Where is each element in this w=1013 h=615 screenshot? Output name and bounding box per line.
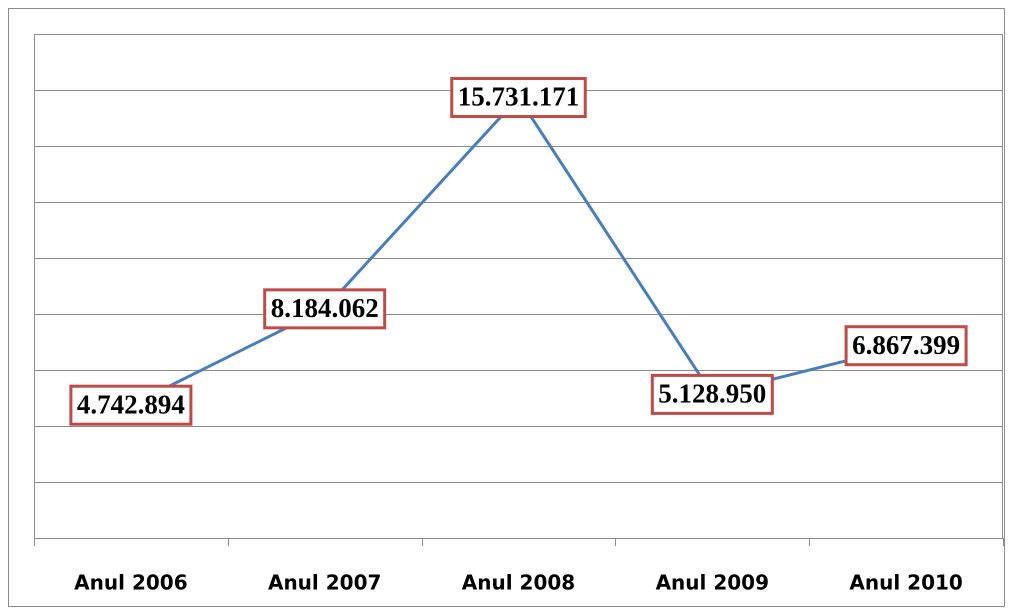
data-label: 5.128.950 [650,373,774,415]
data-label-box [650,373,774,415]
data-label-text: 4.742.894 [77,389,185,419]
data-label-box [450,77,587,119]
x-tick-label: Anul 2007 [268,571,381,595]
data-label-text: 15.731.171 [458,82,580,112]
data-label-text: 5.128.950 [658,379,766,409]
data-label-text: 8.184.062 [271,293,379,323]
data-label-box [69,384,193,426]
data-label-box [844,325,968,367]
x-tick-label: Anul 2009 [656,571,769,595]
x-tick-label: Anul 2006 [74,571,187,595]
data-label-box [263,288,387,330]
data-label: 15.731.171 [450,77,587,119]
x-tick-label: Anul 2008 [462,571,575,595]
data-label-text: 6.867.399 [852,330,960,360]
data-label: 4.742.894 [69,384,193,426]
x-tick-label: Anul 2010 [849,571,962,595]
data-label: 6.867.399 [844,325,968,367]
data-label: 8.184.062 [263,288,387,330]
